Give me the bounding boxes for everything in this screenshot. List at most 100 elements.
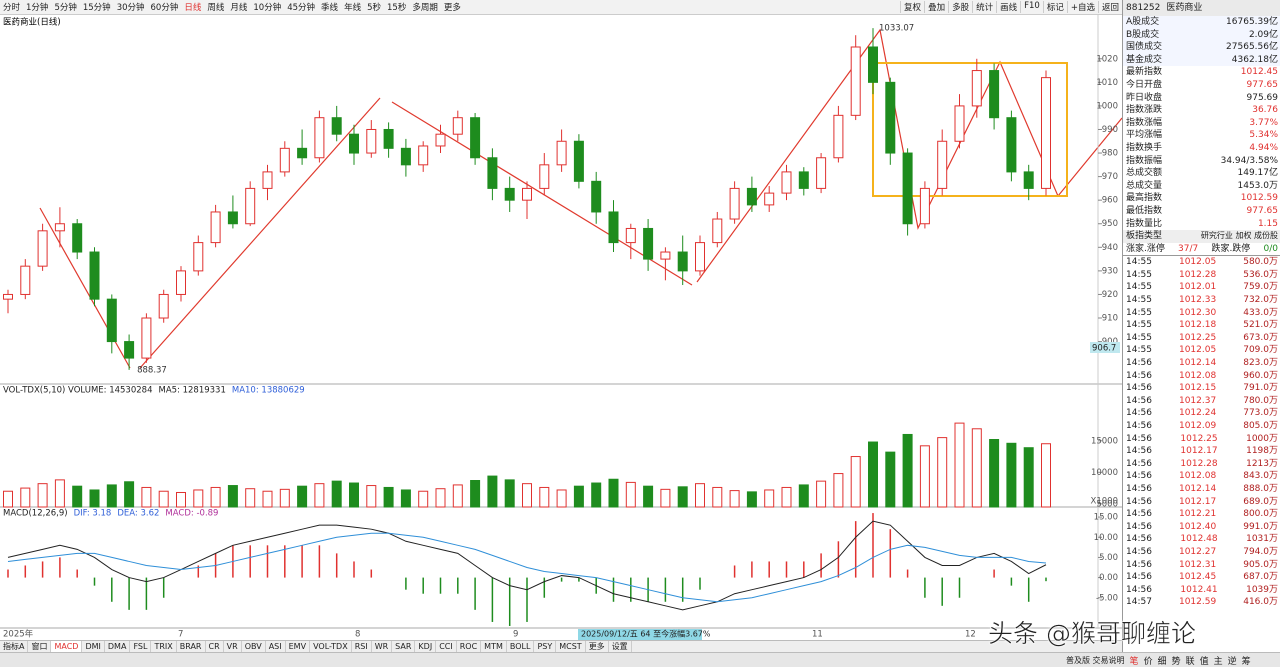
indicator-tab[interactable]: 设置 [609,641,632,653]
indicator-tab[interactable]: WR [372,641,393,653]
tool-button[interactable]: 画线 [996,1,1020,13]
trade-volume: 991.0万 [1243,521,1278,532]
indicator-tab[interactable]: MTM [481,641,507,653]
indicator-tab[interactable]: EMV [286,641,311,653]
volume-bar [1041,443,1051,508]
period-button[interactable]: 季线 [321,3,339,13]
trade-time: 14:56 [1126,483,1152,494]
period-button[interactable]: 5秒 [367,3,381,13]
period-button[interactable]: 60分钟 [150,3,179,13]
volume-bar [971,428,982,508]
volume-bar [106,484,117,508]
indicator-tab[interactable]: PSY [534,641,557,653]
tool-button[interactable]: 多股 [948,1,972,13]
status-icon[interactable]: 主 [1213,656,1223,667]
status-icon[interactable]: 势 [1171,656,1181,667]
y-tick-label: 5.00 [1099,553,1118,563]
period-button[interactable]: 1分钟 [26,3,49,13]
period-button[interactable]: 15秒 [387,3,407,13]
indicator-tab[interactable]: DMA [105,641,131,653]
indicator-tab[interactable]: OBV [242,641,266,653]
macd-line [7,532,1047,603]
tool-button[interactable]: 统计 [972,1,996,13]
status-icon[interactable]: 筹 [1241,656,1251,667]
trade-time: 14:55 [1126,269,1152,280]
tool-button[interactable]: F10 [1020,1,1043,13]
period-button[interactable]: 周线 [207,3,225,13]
trade-row: 14:56 1012.25 1000万 [1123,433,1280,446]
status-icon[interactable]: 联 [1185,656,1195,667]
trade-volume: 416.0万 [1243,597,1278,608]
info-row: 指数量比 1.15 [1123,218,1280,231]
info-label: 最低指数 [1126,205,1163,216]
indicator-tab[interactable]: ROC [457,641,482,653]
trade-time: 14:56 [1126,471,1152,482]
period-button[interactable]: 年线 [344,3,362,13]
trade-time: 14:57 [1126,597,1152,608]
indicator-tab[interactable]: FSL [130,641,152,653]
period-button[interactable]: 10分钟 [253,3,282,13]
candle-body [54,223,65,232]
trade-price: 1012.17 [1178,496,1217,507]
indicator-tab[interactable]: TRIX [151,641,177,653]
indicator-tab[interactable]: BOLL [507,641,535,653]
candle-body [124,341,135,359]
volume-bar [919,445,930,508]
indicator-tab[interactable]: BRAR [177,641,206,653]
trade-time: 14:56 [1126,496,1152,507]
period-button[interactable]: 更多 [443,3,461,13]
indicator-tab[interactable]: RSI [352,641,372,653]
candle-body [539,164,550,189]
period-button[interactable]: 月线 [230,3,248,13]
indicator-tab[interactable]: CR [206,641,224,653]
period-button[interactable]: 分时 [3,3,21,13]
info-row: 最低指数 977.65 [1123,205,1280,218]
trade-volume: 905.0万 [1243,559,1278,570]
volume-bar [1023,447,1034,508]
status-icon[interactable]: 笔 [1129,656,1139,667]
indicator-tab[interactable]: VOL-TDX [310,641,352,653]
x-tick-label: 2025年 [3,629,34,640]
period-button[interactable]: 5分钟 [54,3,77,13]
tool-button[interactable]: 复权 [900,1,924,13]
tool-button[interactable]: 返回 [1097,1,1122,13]
trade-time: 14:56 [1126,408,1152,419]
period-button[interactable]: 15分钟 [82,3,111,13]
status-icon[interactable]: 值 [1199,656,1209,667]
indicator-tab[interactable]: KDJ [415,641,437,653]
candle-body [816,157,827,189]
candle-body [919,187,930,225]
volume-bar [729,490,740,508]
indicator-tab[interactable]: ASI [266,641,286,653]
status-icon[interactable]: 价 [1143,656,1153,667]
volume-bar [331,480,342,508]
indicator-tab[interactable]: VR [224,641,242,653]
y-tick-label: 15000 [1091,436,1118,446]
info-label: 指数振幅 [1126,155,1163,166]
period-button[interactable]: 多周期 [412,3,438,13]
status-icon[interactable]: 逆 [1227,656,1237,667]
candle-body [3,293,13,300]
tool-button[interactable]: 标记 [1042,1,1067,13]
indicator-tab[interactable]: DMI [82,641,105,653]
period-button[interactable]: 日线 [184,3,202,13]
tool-button[interactable]: +自选 [1066,1,1098,13]
period-button[interactable]: 30分钟 [116,3,145,13]
indicator-tab[interactable]: 更多 [586,641,609,653]
candle-body [366,128,377,154]
trade-price: 1012.08 [1178,471,1217,482]
indicator-tab[interactable]: CCI [436,641,457,653]
indicator-tab[interactable]: 窗口 [28,641,52,653]
tool-button[interactable]: 叠加 [924,1,948,13]
indicator-tab[interactable]: MCST [556,641,586,653]
indicator-tab[interactable]: SAR [392,641,416,653]
trade-row: 14:56 1012.08 960.0万 [1123,370,1280,383]
indicator-tab[interactable]: 指标A [0,641,29,653]
indicator-tab[interactable]: MACD [51,641,83,653]
indicator-tabs: 指标A 窗口 MACD DMI DMA FSL TRIX BRAR CR VR OBV ASI EMV V… [0,640,1122,653]
period-button[interactable]: 45分钟 [287,3,316,13]
trade-volume: 888.0万 [1243,483,1278,494]
status-icon[interactable]: 细 [1157,656,1167,667]
info-label: 今日开盘 [1126,79,1163,90]
